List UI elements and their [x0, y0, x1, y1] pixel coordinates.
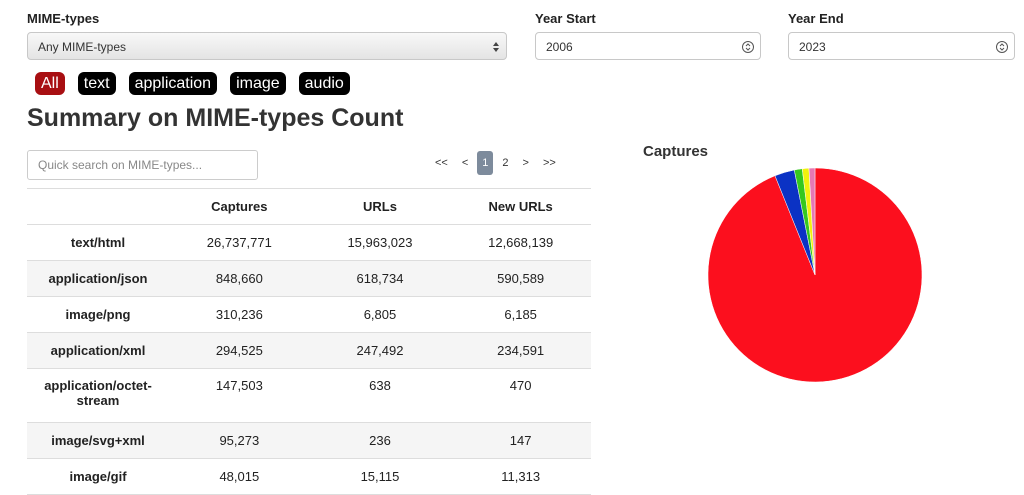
tag[interactable]: application — [128, 72, 218, 95]
page-link[interactable]: > — [522, 157, 529, 169]
pie-chart: Captures — [643, 143, 923, 383]
table-cell: 6,185 — [450, 296, 591, 333]
page: MIME-types Any MIME-types Year Start 200… — [27, 11, 1015, 495]
header-cell: Captures — [169, 188, 310, 225]
chart-title: Captures — [643, 143, 708, 160]
table: Captures URLs New URLs text/html 26,737,771 1… — [27, 188, 591, 495]
table-cell: application/octet-stream — [27, 368, 169, 423]
table-cell: 247,492 — [309, 332, 451, 369]
table-cell: text/html — [27, 224, 169, 261]
page-link[interactable]: >> — [542, 157, 556, 169]
table-cell: 618,734 — [309, 260, 451, 297]
table-cell: application/xml — [27, 332, 169, 369]
table-cell: 236 — [309, 422, 451, 459]
table-row: image/gif 48,015 15,115 11,313 — [27, 458, 591, 495]
tag[interactable]: audio — [298, 72, 350, 95]
table-row: application/octet-stream 147,503 638 470 — [27, 368, 591, 423]
page-link[interactable]: 1 — [477, 151, 494, 175]
table-cell: 11,313 — [450, 458, 591, 495]
header-cell — [27, 188, 169, 225]
table-cell: image/svg+xml — [27, 422, 169, 459]
table-cell: image/gif — [27, 458, 169, 495]
table-cell: image/png — [27, 296, 169, 333]
table-cell: 15,963,023 — [309, 224, 451, 261]
table-row: application/xml 294,525 247,492 234,591 — [27, 332, 591, 369]
page-link[interactable]: << — [435, 157, 448, 169]
select-arrows — [742, 41, 754, 53]
table-row: image/png 310,236 6,805 6,185 — [27, 296, 591, 333]
table-row: text/html 26,737,771 15,963,023 12,668,139 — [27, 224, 591, 261]
table-cell: 638 — [309, 368, 451, 423]
table-cell: 294,525 — [169, 332, 310, 369]
table-cell: 15,115 — [309, 458, 451, 495]
select-value: 2023 — [799, 40, 826, 54]
label: Year End — [788, 11, 844, 26]
tag-list: All text application image audio — [35, 72, 350, 95]
tag[interactable]: image — [230, 72, 286, 95]
mime-select[interactable]: Any MIME-types — [27, 32, 507, 60]
search-input[interactable]: Quick search on MIME-types... — [27, 150, 258, 180]
select-arrows — [996, 41, 1008, 53]
table-cell: 147 — [450, 422, 591, 459]
table-cell: 147,503 — [169, 368, 310, 423]
select-value: Any MIME-types — [38, 40, 127, 54]
table-cell: 590,589 — [450, 260, 591, 297]
table-cell: 6,805 — [309, 296, 451, 333]
table-row: image/svg+xml 95,273 236 147 — [27, 422, 591, 459]
label: MIME-types — [27, 11, 100, 26]
table-cell: 470 — [450, 368, 591, 423]
header-cell: URLs — [309, 188, 451, 225]
table-cell: 234,591 — [450, 332, 591, 369]
year-start-select[interactable]: 2006 — [535, 32, 761, 60]
table-cell: 848,660 — [169, 260, 310, 297]
table-cell: application/json — [27, 260, 169, 297]
pie-slice — [808, 167, 816, 276]
table-row: application/json 848,660 618,734 590,589 — [27, 260, 591, 297]
table-cell: 26,737,771 — [169, 224, 310, 261]
select-arrows — [493, 42, 499, 52]
header-cell: New URLs — [450, 188, 591, 225]
table-cell: 95,273 — [169, 422, 310, 459]
pagination: << <1 2 > >> — [430, 151, 561, 175]
table-cell: 48,015 — [169, 458, 310, 495]
tag[interactable]: text — [77, 72, 116, 95]
page-link[interactable]: 2 — [502, 157, 509, 169]
table-cell: 12,668,139 — [450, 224, 591, 261]
select-value: 2006 — [546, 40, 573, 54]
tag[interactable]: All — [35, 72, 65, 95]
table-cell: 310,236 — [169, 296, 310, 333]
label: Year Start — [535, 11, 596, 26]
heading: Summary on MIME-types Count — [27, 104, 404, 132]
page-link[interactable]: < — [461, 157, 469, 169]
year-end-select[interactable]: 2023 — [788, 32, 1015, 60]
